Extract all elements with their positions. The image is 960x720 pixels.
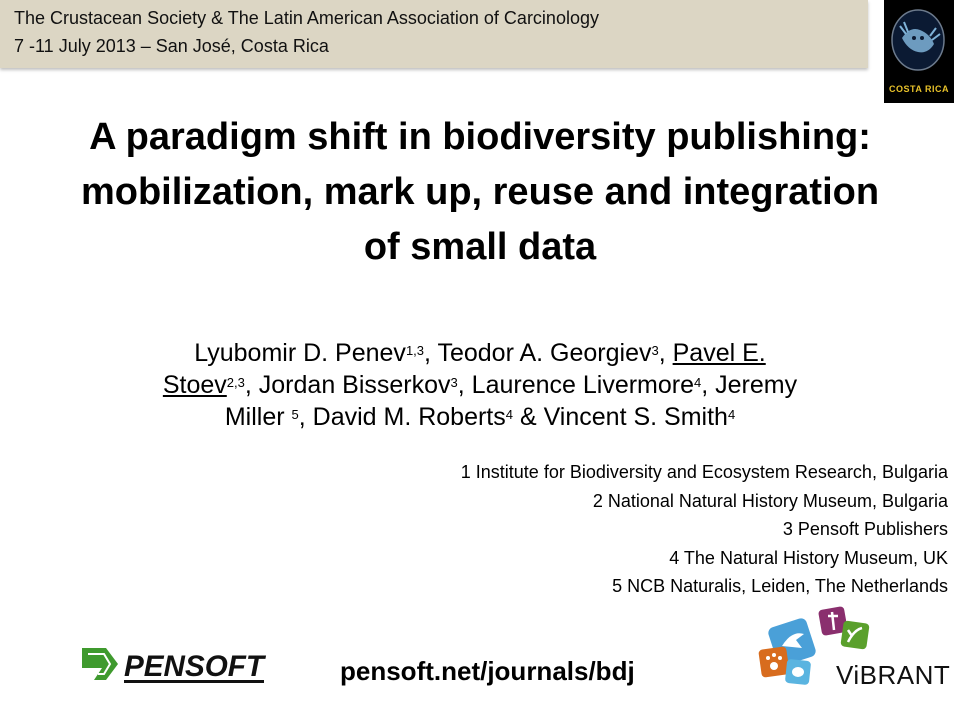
separator: ,: [424, 339, 438, 367]
author-affil: 2,3: [226, 375, 245, 390]
affiliation-item: 4 The Natural History Museum, UK: [669, 547, 948, 568]
conference-logo: COSTA RICA: [884, 0, 954, 103]
vibrant-logo: [758, 606, 870, 685]
author-affil: 4: [505, 407, 513, 422]
presentation-title: A paradigm shift in biodiversity publish…: [0, 110, 960, 275]
separator: &: [513, 403, 544, 431]
affiliation-item: 1 Institute for Biodiversity and Ecosyst…: [460, 462, 948, 482]
separator: ,: [658, 339, 673, 367]
title-line: mobilization, mark up, reuse and integra…: [80, 171, 880, 213]
affiliation-item: 2 National Natural History Museum, Bulga…: [592, 490, 948, 511]
author-name: Teodor A. Georgiev: [437, 339, 652, 367]
affiliation-item: 5 NCB Naturalis, Leiden, The Netherlands: [612, 576, 948, 596]
title-line: of small data: [363, 226, 597, 268]
author-name: Lyubomir D. Penev: [194, 339, 406, 367]
conference-logo-label: COSTA RICA: [889, 84, 949, 94]
author-name: Vincent S. Smith: [543, 403, 728, 431]
paw-icon: [758, 646, 790, 678]
author-name-presenter: Pavel E.: [672, 339, 766, 367]
conference-name: The Crustacean Society & The Latin Ameri…: [14, 8, 599, 28]
title-line: A paradigm shift in biodiversity publish…: [89, 116, 871, 158]
author-name: David M. Roberts: [312, 403, 506, 431]
author-name: Jordan Bisserkov: [258, 371, 451, 399]
pensoft-arrow-icon: [82, 648, 118, 680]
separator: ,: [244, 371, 259, 399]
author-name: Laurence Livermore: [471, 371, 695, 399]
plant-icon: [840, 620, 870, 650]
separator: ,: [457, 371, 472, 399]
author-list: Lyubomir D. Penev1,3, Teodor A. Georgiev…: [40, 337, 920, 433]
author-name-presenter: Stoev: [162, 371, 227, 399]
conference-dates: 7 -11 July 2013 – San José, Costa Rica: [14, 36, 329, 56]
separator: ,: [701, 371, 716, 399]
conference-banner: The Crustacean Society & The Latin Ameri…: [0, 0, 868, 68]
author-affil: 4: [727, 407, 736, 422]
microbe-icon: [785, 659, 811, 685]
author-line: Lyubomir D. Penev1,3, Teodor A. Georgiev…: [40, 337, 920, 369]
pensoft-logo: PENSOFT: [82, 648, 267, 683]
author-affil: 4: [694, 375, 702, 390]
journal-url[interactable]: pensoft.net/journals/bdj: [340, 656, 635, 686]
author-affil: 3: [651, 343, 659, 358]
author-affil: 5: [291, 407, 299, 422]
separator: ,: [298, 403, 313, 431]
affiliation-item: 3 Pensoft Publishers: [782, 519, 948, 539]
crab-logo-icon: [891, 9, 945, 71]
vibrant-label: ViBRANT: [836, 660, 951, 690]
author-line: Stoev2,3, Jordan Bisserkov3, Laurence Li…: [162, 371, 798, 399]
pensoft-logo-text: PENSOFT: [124, 650, 267, 683]
insect-icon: [818, 606, 848, 636]
author-affil: 1,3: [405, 343, 425, 358]
author-affil: 3: [450, 375, 458, 390]
author-line: Miller 5, David M. Roberts4 & Vincent S.…: [224, 403, 736, 431]
affiliation-list: 1 Institute for Biodiversity and Ecosyst…: [461, 458, 948, 601]
